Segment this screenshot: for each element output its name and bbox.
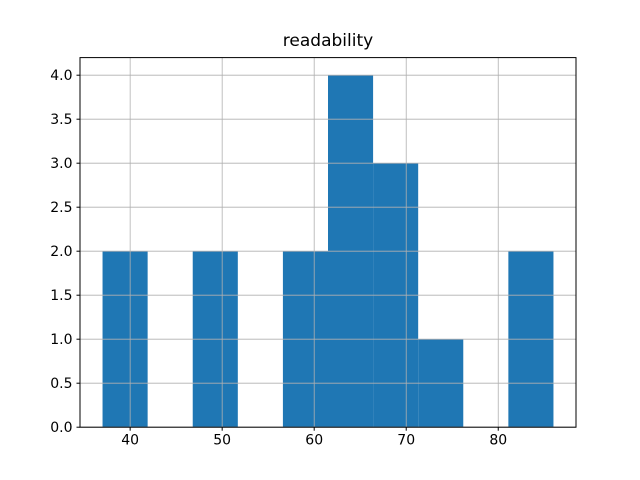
y-tick-label: 0.5 (50, 376, 72, 392)
y-tick-label: 1.0 (50, 332, 72, 348)
y-tick-label: 2.5 (50, 200, 72, 216)
y-tick-label: 2.0 (50, 244, 72, 260)
x-tick-label: 50 (213, 433, 231, 449)
x-tick-label: 80 (489, 433, 507, 449)
y-tick-label: 3.0 (50, 156, 72, 172)
y-tick-label: 1.5 (50, 288, 72, 304)
y-tick-label: 3.5 (50, 112, 72, 128)
axes-frame (79, 57, 577, 428)
x-tick-label: 60 (305, 433, 323, 449)
x-tick-label: 70 (397, 433, 415, 449)
x-tick-label: 40 (121, 433, 139, 449)
y-tick-label: 0.0 (50, 420, 72, 436)
chart-title: readability (282, 31, 374, 51)
y-tick-label: 4.0 (50, 68, 72, 84)
